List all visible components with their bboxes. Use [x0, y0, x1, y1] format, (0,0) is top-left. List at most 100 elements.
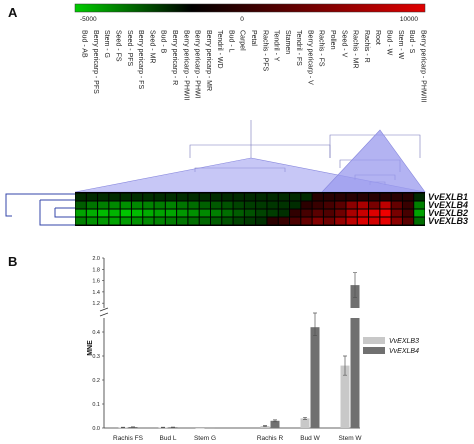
sample-label: Tendril - WD: [216, 30, 223, 69]
heatmap-cell: [256, 201, 267, 209]
scale-min-label: -5000: [80, 16, 97, 23]
heatmap-cell: [120, 209, 131, 217]
heatmap-cell: [301, 201, 312, 209]
gene-label: VvEXLB3: [428, 216, 468, 226]
heatmap-cell: [312, 217, 323, 225]
heatmap-cell: [233, 201, 244, 209]
sample-label: Bud - L: [227, 30, 234, 53]
sample-label: Rachis - FS: [318, 30, 325, 67]
y-tick-label: 0.2: [92, 378, 100, 384]
heatmap-cell: [402, 201, 414, 209]
sample-label: Bud - W: [386, 30, 393, 56]
panel-a-letter: A: [8, 5, 18, 20]
heatmap-cell: [222, 201, 233, 209]
heatmap-cell: [222, 217, 233, 225]
heatmap-cell: [109, 193, 120, 201]
error-bar: [313, 312, 317, 336]
legend-label: VvEXLB4: [389, 348, 419, 355]
heatmap-cell: [380, 201, 391, 209]
sample-label: Tendril - FS: [295, 30, 302, 66]
heatmap-cell: [199, 201, 210, 209]
sample-label: Bud - S: [408, 30, 415, 54]
heatmap-cell: [267, 209, 278, 217]
bar: [350, 318, 360, 428]
heatmap-cell: [335, 201, 346, 209]
y-tick-label: 0.4: [92, 330, 100, 336]
heatmap-cell: [222, 193, 233, 201]
heatmap-cell: [301, 217, 312, 225]
legend-swatch: [363, 347, 385, 354]
row-dendrogram: [5, 193, 75, 226]
heatmap-cell: [188, 193, 199, 201]
heatmap-cell: [312, 193, 323, 201]
sample-label: Berry pericarp - PHWI: [194, 30, 201, 99]
heatmap-cell: [75, 217, 86, 225]
heatmap-cell: [357, 201, 369, 209]
y-tick-label: 0.1: [92, 402, 100, 408]
heatmap-cell: [290, 193, 301, 201]
heatmap-cell: [380, 217, 391, 225]
error-bar: [303, 417, 307, 420]
sample-label: Berry pericarp - PHWIII: [419, 30, 426, 102]
heatmap-cell: [75, 209, 86, 217]
heatmap-cell: [131, 201, 143, 209]
bar: [205, 427, 215, 429]
sample-label: Root: [374, 30, 381, 45]
heatmap-cell: [222, 209, 233, 217]
sample-label: Seed - FS: [115, 30, 122, 62]
heatmap-cell: [414, 193, 425, 201]
heatmap-cell: [165, 193, 177, 201]
heatmap-cell: [210, 209, 222, 217]
heatmap-cell: [402, 209, 414, 217]
sample-label: Rachis - R: [363, 30, 370, 63]
heatmap-cell: [177, 209, 188, 217]
heatmap-cell: [154, 217, 165, 225]
sample-label: Seed - PFS: [126, 30, 133, 67]
x-category-label: Stem W: [338, 435, 362, 442]
bar: [340, 365, 350, 428]
heatmap-cell: [256, 217, 267, 225]
heatmap-cell: [120, 217, 131, 225]
heatmap-cell: [357, 209, 369, 217]
heatmap-cell: [357, 193, 369, 201]
sample-label: Seed - V: [340, 30, 347, 58]
bar: [310, 327, 320, 428]
heatmap-cell: [290, 201, 301, 209]
bar-chart: 0.0 0.1 0.2 0.3 0.4 1.2 1.4 1.6 1.8 2.0 Rachis FS B…: [92, 256, 362, 442]
heatmap-cell: [244, 193, 256, 201]
x-category-label: Bud W: [300, 435, 320, 442]
legend: VvEXLB3 VvEXLB4: [363, 337, 419, 355]
y-axis-label: MNE: [87, 340, 94, 356]
heatmap-cell: [210, 193, 222, 201]
heatmap-cell: [188, 209, 199, 217]
y-tick-label: 1.4: [92, 290, 100, 296]
heatmap-cell: [98, 209, 109, 217]
heatmap-cell: [143, 217, 154, 225]
heatmap-cell: [143, 209, 154, 217]
heatmap-cell: [301, 209, 312, 217]
heatmap-cell: [290, 209, 301, 217]
heatmap-cell: [165, 201, 177, 209]
y-tick-label: 1.2: [92, 301, 100, 307]
heatmap-cell: [267, 217, 278, 225]
heatmap-cell: [86, 209, 98, 217]
heatmap-cell: [177, 201, 188, 209]
heatmap-cell: [391, 193, 402, 201]
heatmap-cell: [301, 193, 312, 201]
y-tick-label: 1.8: [92, 267, 100, 273]
heatmap-cell: [199, 217, 210, 225]
heatmap-cell: [267, 193, 278, 201]
scale-mid-label: 0: [240, 16, 244, 23]
heatmap-cell: [210, 201, 222, 209]
error-bar: [273, 419, 277, 423]
heatmap-cell: [369, 209, 380, 217]
axis-break-mark: [99, 307, 109, 317]
heatmap-cell: [369, 201, 380, 209]
sample-label: Bud - AB: [81, 30, 88, 58]
heatmap-cell: [402, 217, 414, 225]
x-category-label: Rachis R: [257, 435, 284, 442]
heatmap: [75, 192, 425, 226]
color-scale-bar: [74, 3, 426, 13]
heatmap-cell: [323, 209, 335, 217]
heatmap-cell: [357, 217, 369, 225]
